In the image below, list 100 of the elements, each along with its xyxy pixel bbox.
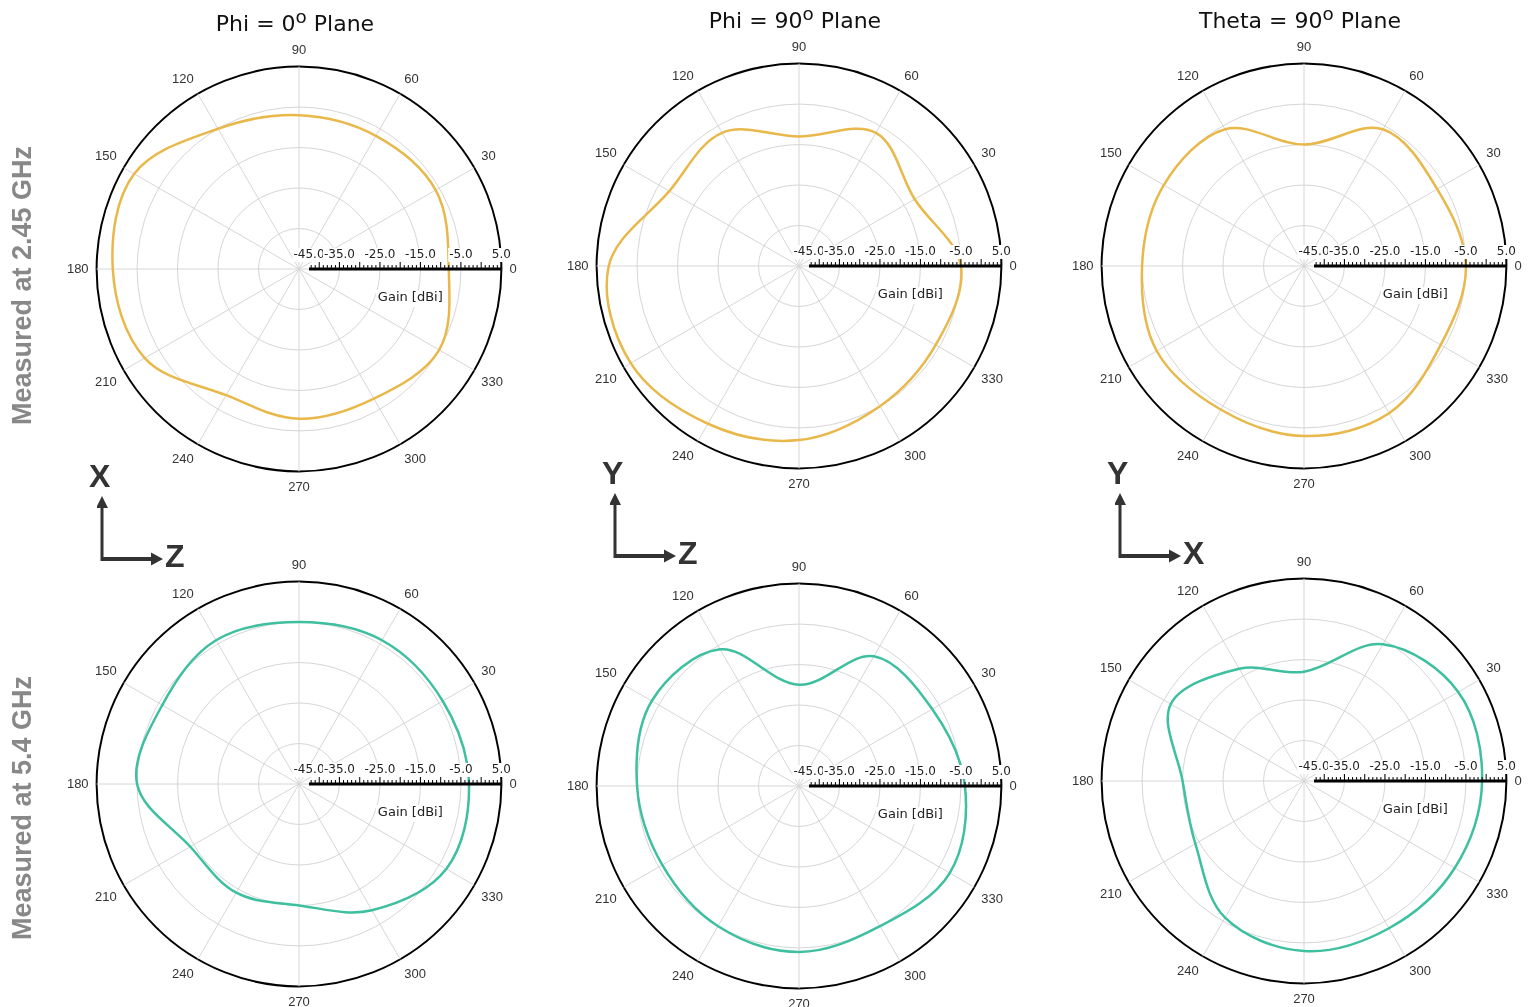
spoke-label: 30 (981, 664, 996, 680)
y-tick-label: -25.0 (1369, 759, 1401, 774)
spoke-label: 60 (1409, 582, 1424, 598)
y-tick-label: -25.0 (364, 762, 396, 777)
text: Y (602, 455, 624, 492)
spoke-label: 210 (595, 370, 617, 386)
y-tick-label: -25.0 (1369, 244, 1401, 259)
spoke-label: 300 (1409, 447, 1431, 463)
spoke-label: 30 (1486, 659, 1501, 675)
spoke-label: 120 (672, 67, 694, 83)
chart-title: Theta = 90$^{o}$ Plane (1198, 3, 1402, 34)
y-tick-label: -35.0 (323, 247, 356, 262)
y-tick-label: -15.0 (404, 762, 436, 777)
text: Gain [dBi] (877, 285, 943, 301)
y-tick-label: -5.0 (949, 244, 973, 259)
spoke-label: 30 (481, 662, 496, 678)
spoke-label: 240 (1177, 447, 1199, 463)
spoke-label: 300 (1409, 962, 1431, 978)
spoke-label: 270 (1293, 475, 1315, 491)
y-tick-label: -15.0 (1409, 244, 1441, 259)
text: Gain [dBi] (377, 288, 443, 304)
spoke-label: 300 (404, 450, 426, 466)
spoke-label: 120 (172, 70, 194, 86)
spoke-label: 120 (172, 585, 194, 601)
spoke-label: 210 (1100, 885, 1122, 901)
spoke-label: 90 (1296, 39, 1312, 55)
y-tick-label: 5.0 (491, 762, 511, 777)
spoke-label: 180 (1071, 772, 1094, 788)
text: Gain [dBi] (877, 805, 943, 821)
y-tick-label: -5.0 (1454, 759, 1478, 774)
spoke-label: 90 (791, 39, 807, 55)
spoke-label: 180 (66, 260, 89, 276)
spoke-label: 90 (291, 557, 307, 573)
y-tick-label: -5.0 (1454, 244, 1478, 259)
spoke-label: 30 (981, 144, 996, 160)
spoke-label: 330 (981, 890, 1003, 906)
y-tick-label: 5.0 (991, 764, 1011, 779)
chart-title: Phi = 90$^{o}$ Plane (707, 3, 883, 34)
spoke-label: 210 (95, 888, 117, 904)
spoke-label: 0 (509, 260, 517, 276)
spoke-label: 330 (981, 370, 1003, 386)
y-tick-label: -5.0 (449, 247, 473, 262)
spoke-label: 90 (791, 559, 807, 575)
spoke-label: 60 (404, 70, 419, 86)
spoke-label: 0 (1009, 257, 1017, 273)
y-tick-label: -15.0 (904, 244, 936, 259)
spoke-label: 120 (1177, 67, 1199, 83)
spoke-label: 120 (1177, 582, 1199, 598)
y-tick-label: -5.0 (449, 762, 473, 777)
spoke-label: 270 (288, 478, 310, 494)
spoke-label: 270 (1293, 990, 1315, 1006)
spoke-label: 90 (291, 42, 307, 58)
spoke-label: 60 (904, 67, 919, 83)
spoke-label: 60 (1409, 67, 1424, 83)
spoke-label: 300 (904, 447, 926, 463)
spoke-label: 330 (481, 373, 503, 389)
spoke-label: 270 (788, 995, 810, 1007)
spoke-label: 60 (404, 585, 419, 601)
spoke-label: 150 (95, 147, 117, 163)
spoke-label: 90 (1296, 554, 1312, 570)
spoke-label: 300 (404, 965, 426, 981)
spoke-label: 330 (481, 888, 503, 904)
spoke-label: 270 (788, 475, 810, 491)
spoke-label: 0 (1514, 257, 1522, 273)
spoke-label: 150 (595, 144, 617, 160)
text: X (89, 458, 111, 495)
spoke-label: 150 (95, 662, 117, 678)
y-tick-label: -35.0 (1328, 759, 1361, 774)
spoke-label: 0 (1514, 772, 1522, 788)
y-tick-label: 5.0 (1496, 759, 1516, 774)
spoke-label: 240 (172, 965, 194, 981)
y-tick-label: -35.0 (823, 764, 856, 779)
y-tick-label: -15.0 (904, 764, 936, 779)
text: Gain [dBi] (377, 803, 443, 819)
spoke-label: 270 (288, 993, 310, 1007)
spoke-label: 330 (1486, 370, 1508, 386)
spoke-label: 150 (1100, 144, 1122, 160)
text: Measured at 5.4 GHz (7, 675, 38, 940)
y-tick-label: -25.0 (364, 247, 396, 262)
y-tick-label: -15.0 (404, 247, 436, 262)
spoke-label: 60 (904, 587, 919, 603)
y-tick-label: -35.0 (823, 244, 856, 259)
y-tick-label: -35.0 (1328, 244, 1361, 259)
spoke-label: 240 (1177, 962, 1199, 978)
spoke-label: 300 (904, 967, 926, 983)
spoke-label: 180 (566, 777, 589, 793)
text: Z (165, 538, 185, 575)
spoke-label: 240 (672, 967, 694, 983)
spoke-label: 210 (1100, 370, 1122, 386)
text: X (1183, 535, 1205, 572)
spoke-label: 240 (672, 447, 694, 463)
spoke-label: 180 (66, 775, 89, 791)
y-tick-label: -5.0 (949, 764, 973, 779)
y-tick-label: 5.0 (1496, 244, 1516, 259)
spoke-label: 30 (481, 147, 496, 163)
spoke-label: 30 (1486, 144, 1501, 160)
text: Z (678, 535, 698, 572)
spoke-label: 0 (1009, 777, 1017, 793)
y-tick-label: 5.0 (491, 247, 511, 262)
spoke-label: 240 (172, 450, 194, 466)
